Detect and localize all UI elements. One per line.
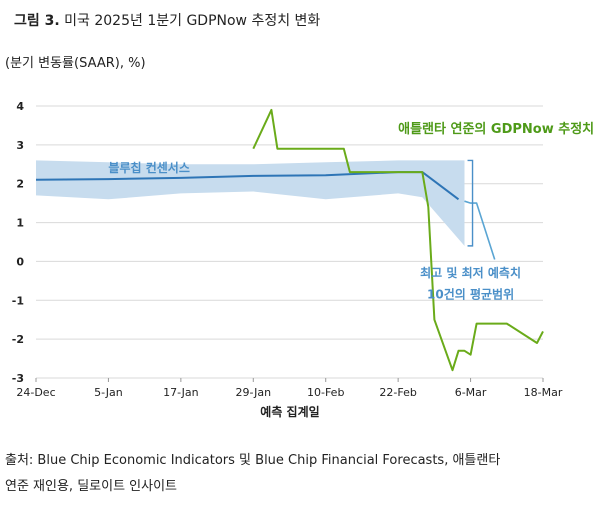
series-lines bbox=[35, 108, 544, 372]
y-tick-label: 1 bbox=[16, 217, 24, 230]
x-axis-ticks: 24-Dec 5-Jan 17-Jan 29-Jan 10-Feb 22-Feb 6-Mar… bbox=[16, 378, 563, 399]
annotation-label: 애틀랜타 연준의 GDPNow 추정치 bbox=[398, 121, 594, 137]
forecast-range-band bbox=[36, 160, 465, 246]
gridlines bbox=[36, 105, 543, 379]
y-tick-label: 0 bbox=[16, 255, 24, 268]
source-line-2: 연준 재인용, 딜로이트 인사이트 bbox=[5, 479, 178, 494]
figure-number: 그림 3. bbox=[14, 13, 60, 29]
x-tick-label: 17-Jan bbox=[163, 386, 199, 399]
x-tick-label: 22-Feb bbox=[379, 386, 416, 399]
y-tick-label: -3 bbox=[12, 372, 24, 385]
unit-label: (분기 변동률(SAAR), %) bbox=[5, 56, 146, 71]
series-line bbox=[252, 108, 544, 372]
annotation-label: 최고 및 최저 예측치 bbox=[420, 265, 521, 280]
y-axis-ticks: -3 -2 -1 0 1 2 3 4 bbox=[12, 100, 25, 385]
figure-title-text: 미국 2025년 1분기 GDPNow 추정치 변화 bbox=[64, 13, 321, 29]
figure-title: 그림 3. 미국 2025년 1분기 GDPNow 추정치 변화 bbox=[14, 10, 320, 30]
x-axis-label: 예측 집계일 bbox=[260, 404, 319, 419]
x-tick-label: 5-Jan bbox=[94, 386, 123, 399]
annotation-label: 블루칩 컨센서스 bbox=[108, 160, 189, 175]
x-tick-label: 24-Dec bbox=[16, 386, 55, 399]
y-tick-label: 2 bbox=[16, 178, 24, 191]
x-tick-label: 6-Mar bbox=[455, 386, 487, 399]
y-tick-label: -1 bbox=[12, 294, 24, 307]
y-tick-label: -2 bbox=[12, 333, 24, 346]
forecast-range-area bbox=[36, 160, 465, 246]
annotation-label: 10건의 평균범위 bbox=[427, 286, 514, 301]
source-note: 출처: Blue Chip Economic Indicators 및 Blue… bbox=[5, 448, 595, 500]
x-tick-label: 18-Mar bbox=[524, 386, 563, 399]
y-tick-label: 4 bbox=[16, 100, 24, 113]
range-bracket bbox=[467, 159, 474, 247]
x-tick-label: 10-Feb bbox=[307, 386, 344, 399]
x-tick-label: 29-Jan bbox=[236, 386, 272, 399]
y-tick-label: 3 bbox=[16, 139, 24, 152]
bracket-line bbox=[467, 159, 474, 247]
series-line bbox=[464, 200, 496, 260]
source-line-1: 출처: Blue Chip Economic Indicators 및 Blue… bbox=[5, 453, 501, 468]
